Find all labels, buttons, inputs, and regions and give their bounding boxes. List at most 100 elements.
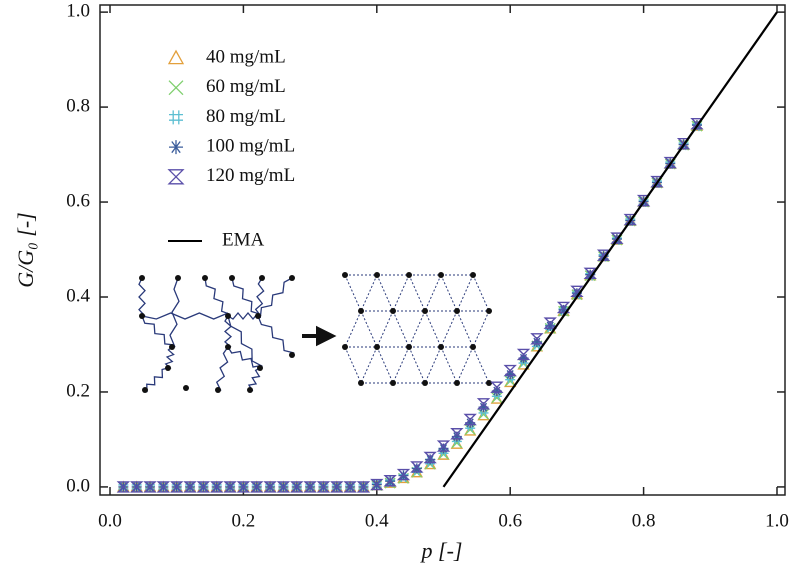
lattice-node [454, 308, 460, 314]
lattice-node [406, 344, 412, 350]
data-point [129, 481, 144, 493]
network-bond [227, 346, 262, 368]
legend-label: 60 mg/mL [206, 76, 286, 97]
lattice-bond [424, 310, 442, 348]
lattice-bond [376, 310, 394, 348]
network-node [183, 385, 189, 391]
data-point [610, 232, 624, 244]
lattice-bond [344, 274, 362, 312]
lattice-bond [360, 274, 378, 312]
inset-arrow [302, 325, 337, 347]
lattice-node [422, 380, 428, 386]
data-point [303, 481, 317, 493]
data-point [411, 463, 422, 474]
y-tick-label: 0.0 [66, 475, 90, 496]
network-bond [138, 277, 146, 317]
network-node [202, 275, 208, 281]
lattice-bond [344, 310, 362, 348]
lattice-bond [440, 346, 458, 384]
lattice-bond [392, 310, 410, 348]
lattice-bond [424, 274, 442, 312]
network-bond [141, 315, 175, 346]
data-point [478, 408, 490, 420]
lattice-bond [456, 274, 474, 312]
x-axis-label: p [-] [420, 538, 463, 563]
lattice-node [470, 344, 476, 350]
x-tick-label: 0.0 [98, 510, 122, 531]
data-point [436, 440, 451, 452]
legend-marker [169, 140, 183, 155]
lattice-bond [408, 274, 426, 312]
ema-line [442, 11, 778, 488]
network-bond [259, 277, 293, 319]
legend-marker [169, 110, 183, 125]
legend-marker [168, 80, 184, 96]
data-point [143, 481, 157, 493]
data-point [530, 333, 544, 345]
data-point [571, 288, 582, 299]
lattice-bond [376, 274, 394, 312]
lattice-bond [456, 310, 474, 348]
lattice-node [342, 272, 348, 278]
lattice-bond [376, 346, 394, 384]
data-point [156, 481, 171, 493]
data-point [410, 461, 424, 473]
lattice-node [454, 380, 460, 386]
data-point [170, 481, 184, 493]
data-point [676, 137, 691, 150]
data-point [545, 320, 556, 331]
network-node [139, 313, 145, 319]
lattice-node [374, 344, 380, 350]
y-tick-label: 1.0 [66, 0, 90, 21]
lattice-bond [408, 310, 426, 348]
legend-marker [167, 49, 185, 65]
network-node [289, 352, 295, 358]
data-point [585, 269, 596, 280]
data-point [438, 443, 449, 454]
data-point [490, 381, 504, 393]
x-tick-label: 0.4 [365, 510, 389, 531]
data-point [370, 478, 384, 491]
network-bond [254, 277, 265, 317]
data-point [450, 428, 464, 440]
data-point [623, 213, 637, 226]
network-node [165, 365, 171, 371]
network-node [142, 387, 148, 393]
lattice-node [470, 272, 476, 278]
lattice-node [342, 344, 348, 350]
data-point [356, 481, 371, 493]
lattice-bond [360, 310, 378, 348]
lattice-bond [344, 346, 362, 384]
network-node [259, 275, 265, 281]
network-node [225, 313, 231, 319]
lattice-bond [408, 346, 426, 384]
network-bond [215, 346, 229, 391]
lattice-node [438, 272, 444, 278]
network-node [257, 365, 263, 371]
legend-label: 40 mg/mL [206, 46, 286, 67]
network-bond [204, 277, 231, 316]
data-point [505, 369, 516, 380]
data-point [650, 175, 664, 188]
lattice-bond [472, 346, 490, 384]
data-point [465, 417, 476, 428]
data-point [423, 451, 437, 464]
data-point [451, 431, 462, 442]
lattice-bond [472, 310, 490, 348]
lattice-bond [440, 274, 458, 312]
lattice-bond [360, 346, 378, 384]
network-inset [138, 272, 492, 393]
lattice-node [486, 380, 492, 386]
data-point [236, 481, 251, 493]
network-bond [141, 312, 229, 320]
legend-label: 80 mg/mL [206, 106, 286, 127]
data-point [558, 305, 569, 316]
network-bond [227, 311, 259, 321]
data-point [531, 337, 542, 348]
lattice-node [486, 308, 492, 314]
data-point [558, 304, 569, 315]
data-point [196, 481, 211, 493]
data-point [425, 454, 436, 465]
lattice-bond [392, 274, 410, 312]
